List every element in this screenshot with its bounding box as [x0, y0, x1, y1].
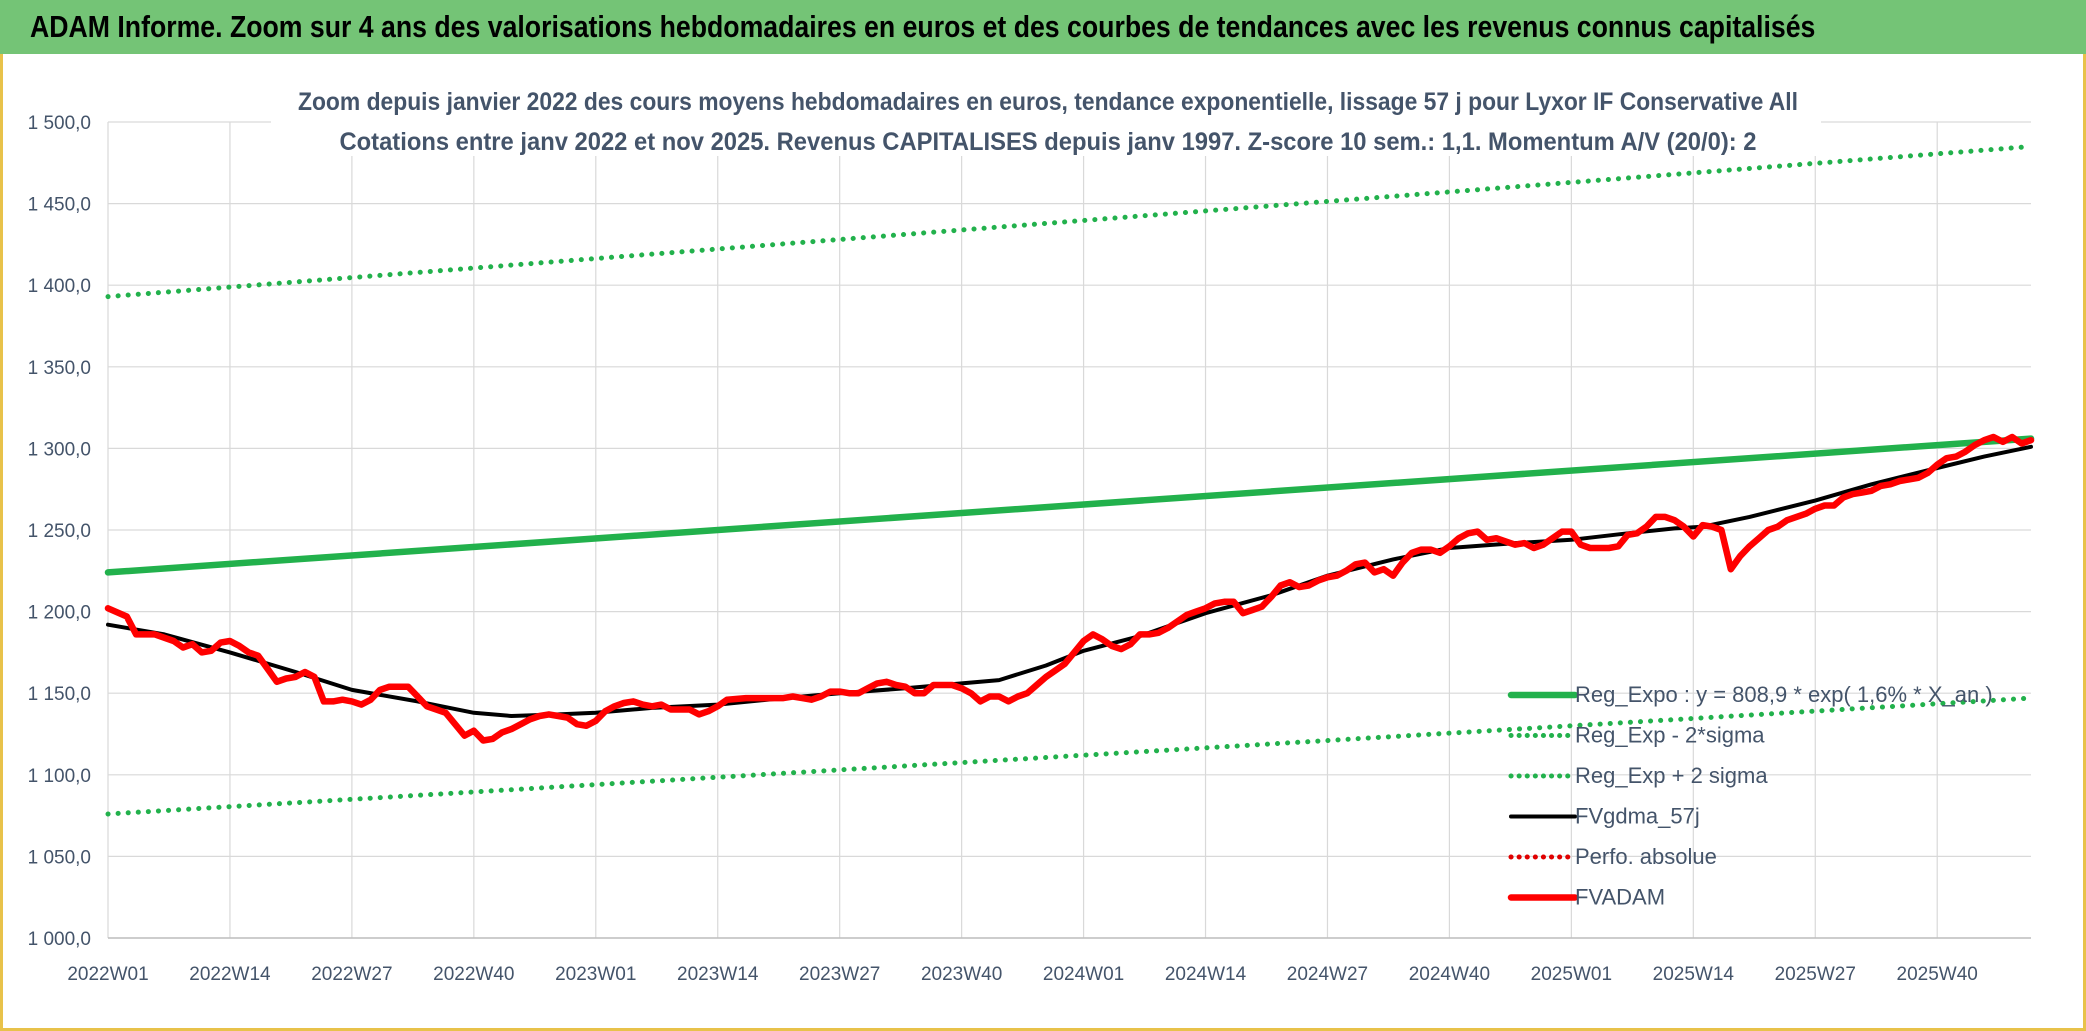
- x-tick-label: 2025W27: [1775, 964, 1856, 985]
- chart-series: [104, 144, 2035, 817]
- y-tick-label: 1 400,0: [28, 276, 91, 297]
- legend-label: Perfo. absolue: [1575, 844, 1717, 869]
- x-tick-label: 2024W14: [1165, 964, 1247, 985]
- report-banner: ADAM Informe. Zoom sur 4 ans des valoris…: [0, 0, 2086, 54]
- y-tick-label: 1 050,0: [28, 847, 91, 868]
- series-fvgdma-57j: [106, 444, 2033, 718]
- legend-label: Reg_Exp + 2 sigma: [1575, 763, 1768, 788]
- y-tick-label: 1 000,0: [28, 929, 91, 950]
- title-background: [271, 76, 1821, 156]
- x-axis-ticks: 2022W01 2022W14 2022W27 2022W40 2023W01 2023W…: [67, 964, 1978, 985]
- y-axis-ticks: 1 000,0 1 050,0 1 100,0 1 150,0 1 200,0 1 250…: [28, 113, 91, 950]
- x-tick-label: 2023W40: [921, 964, 1002, 985]
- x-tick-label: 2024W27: [1287, 964, 1368, 985]
- x-tick-label: 2023W14: [677, 964, 759, 985]
- report-title: ADAM Informe. Zoom sur 4 ans des valoris…: [30, 9, 1816, 44]
- chart-subtitle: Cotations entre janv 2022 et nov 2025. R…: [340, 128, 1757, 156]
- series-fvadam: [104, 433, 2035, 744]
- y-tick-label: 1 100,0: [28, 766, 91, 787]
- y-tick-label: 1 150,0: [28, 684, 91, 705]
- y-tick-label: 1 350,0: [28, 358, 91, 379]
- chart-canvas: 1 000,0 1 050,0 1 100,0 1 150,0 1 200,0 1 250…: [28, 76, 2035, 985]
- legend-label: Reg_Exp - 2*sigma: [1575, 723, 1765, 748]
- x-tick-label: 2025W40: [1897, 964, 1978, 985]
- y-tick-label: 1 250,0: [28, 521, 91, 542]
- x-tick-label: 2024W01: [1043, 964, 1124, 985]
- chart-title: Zoom depuis janvier 2022 des cours moyen…: [298, 88, 1798, 116]
- x-tick-label: 2025W14: [1653, 964, 1735, 985]
- chart-frame: 1 000,0 1 050,0 1 100,0 1 150,0 1 200,0 1 250…: [0, 54, 2086, 1031]
- x-tick-label: 2025W01: [1531, 964, 1612, 985]
- x-tick-label: 2022W27: [311, 964, 392, 985]
- x-tick-label: 2023W01: [555, 964, 636, 985]
- x-tick-label: 2024W40: [1409, 964, 1490, 985]
- series-reg-expo: [104, 435, 2035, 576]
- legend-label: Reg_Expo : y = 808,9 * exp( 1,6% * X_an …: [1575, 682, 1993, 707]
- chart-gridlines: [107, 121, 2031, 939]
- y-tick-label: 1 500,0: [28, 113, 91, 134]
- y-tick-label: 1 450,0: [28, 195, 91, 216]
- x-tick-label: 2022W01: [67, 964, 148, 985]
- series-reg-exp-plus-2sigma: [105, 144, 2034, 300]
- series-reg-exp-minus-2sigma: [105, 695, 2034, 817]
- x-tick-label: 2022W40: [433, 964, 514, 985]
- chart-legend: Reg_Expo : y = 808,9 * exp( 1,6% * X_an …: [1507, 682, 1993, 910]
- x-tick-label: 2022W14: [189, 964, 271, 985]
- chart-titles: Zoom depuis janvier 2022 des cours moyen…: [271, 76, 1821, 156]
- legend-label: FVgdma_57j: [1575, 804, 1700, 829]
- y-tick-label: 1 200,0: [28, 603, 91, 624]
- legend-label: FVADAM: [1575, 885, 1665, 910]
- x-tick-label: 2023W27: [799, 964, 880, 985]
- y-tick-label: 1 300,0: [28, 439, 91, 460]
